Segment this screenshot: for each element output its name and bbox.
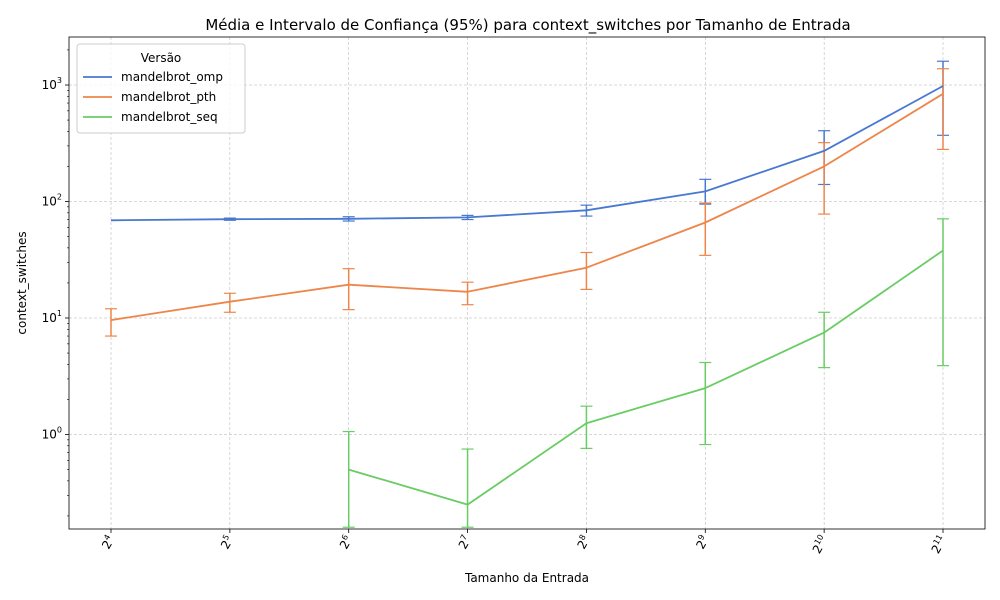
chart-title: Média e Intervalo de Confiança (95%) par… [205,16,850,35]
line-layer [110,85,944,506]
legend-label: mandelbrot_seq [121,110,218,124]
series-line [348,249,944,506]
x-tick-label: 26 [336,533,355,552]
errorbar-layer [105,60,949,528]
y-tick-label: 102 [42,193,62,209]
legend-entries: mandelbrot_omp mandelbrot_pth mandelbrot_s… [83,70,223,124]
y-axis-label: context_switches [15,231,29,334]
x-tick-label: 29 [693,533,712,552]
legend-label: mandelbrot_pth [121,90,216,104]
x-tick-label: 210 [809,533,831,556]
y-axis-ticks: 100 101 102 103 [42,49,69,517]
series-line [110,85,944,222]
legend-box [76,43,246,134]
legend: Versão mandelbrot_ompmandelbrot_pthmande… [76,43,246,134]
x-axis-ticks: 24 25 26 27 28 29 210 211 [98,529,950,556]
x-axis-label: Tamanho da Entrada [464,571,589,585]
x-tick-label: 28 [574,533,593,552]
y-tick-label: 100 [42,426,62,442]
y-tick-label: 101 [42,309,62,325]
x-tick-label: 24 [98,533,117,552]
x-tick-label: 27 [455,533,474,552]
series-line [110,93,944,321]
legend-title: Versão [141,51,182,65]
legend-label: mandelbrot_omp [121,70,223,84]
y-tick-label: 103 [42,76,62,92]
x-tick-label: 25 [217,533,236,552]
x-tick-label: 211 [928,533,950,556]
